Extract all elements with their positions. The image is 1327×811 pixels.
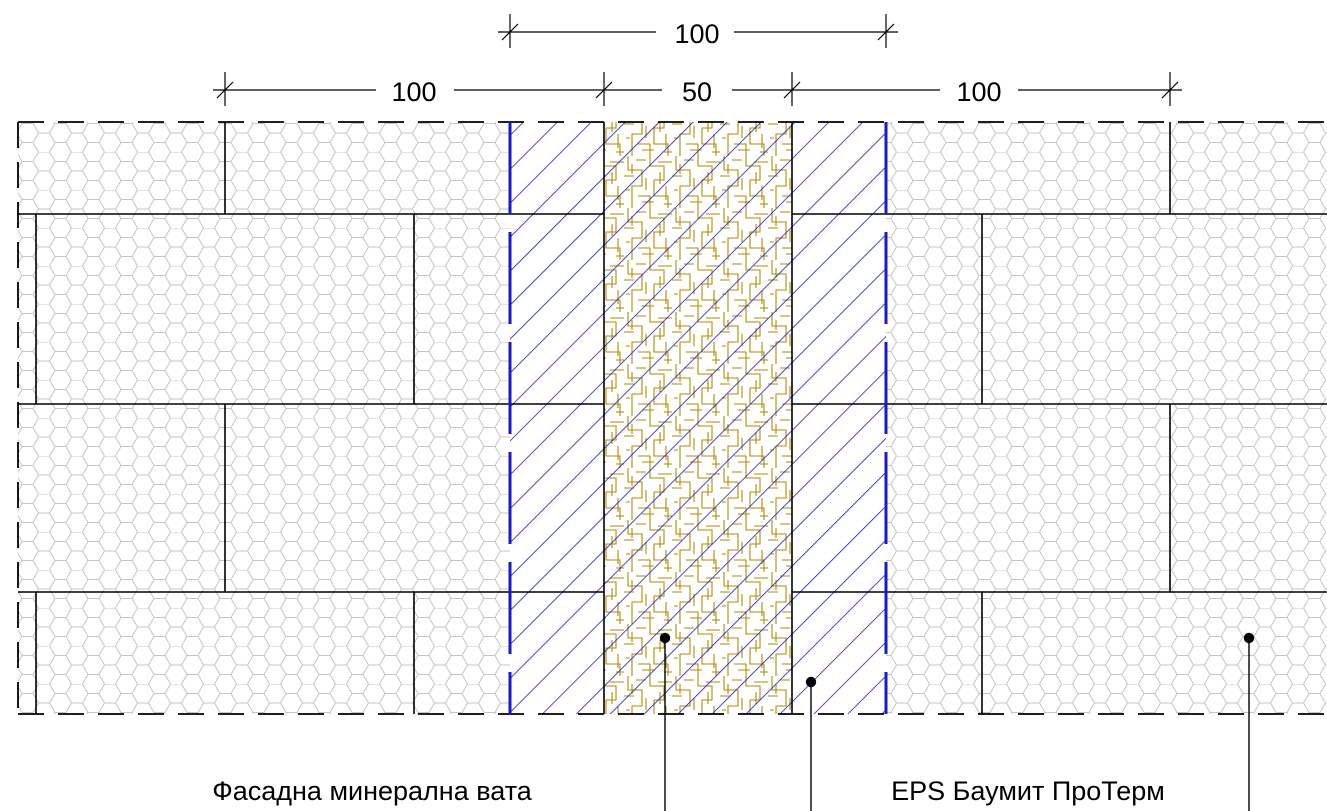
brick-joints [18, 122, 1327, 714]
mineral-wool-eps-overlay [604, 122, 792, 714]
leaders [659, 632, 1255, 811]
masonry-fill-left [18, 122, 510, 714]
eps-layer-right [792, 122, 886, 714]
eps-label: EPS Баумит ПроТерм [891, 776, 1165, 806]
dimension-middle-value: 50 [682, 77, 712, 107]
mineral-wool-label: Фасадна минерална вата [212, 776, 533, 806]
masonry-fill-right [886, 122, 1327, 714]
break-lines [17, 121, 1327, 715]
dimension-left-value: 100 [391, 77, 436, 107]
eps-boundaries [508, 122, 888, 714]
dimension-right-value: 100 [956, 77, 1001, 107]
eps-layer-left [510, 122, 604, 714]
dimension-top-value: 100 [674, 19, 719, 49]
